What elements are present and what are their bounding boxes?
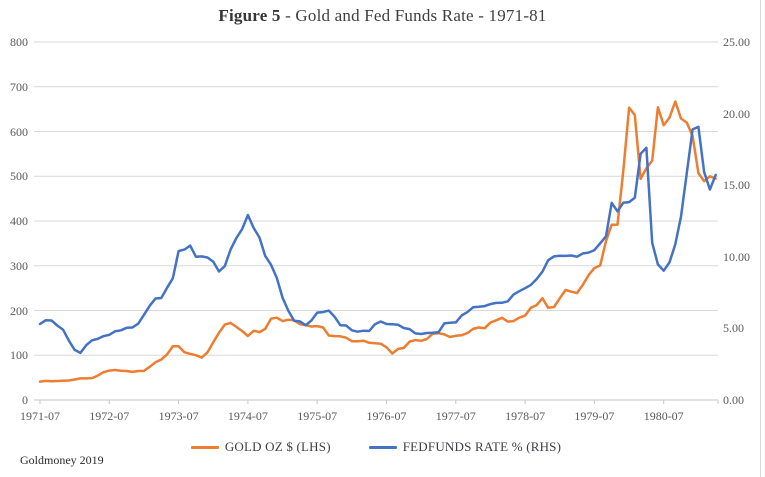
y-axis-left-tick-label: 400 xyxy=(10,214,28,228)
x-axis-tick-label: 1973-07 xyxy=(158,409,199,423)
y-axis-left-tick-label: 800 xyxy=(10,35,28,49)
y-axis-right-tick-label: 20.00 xyxy=(723,106,750,121)
legend-label-gold: GOLD OZ $ (LHS) xyxy=(224,439,331,454)
credit-text: Goldmoney 2019 xyxy=(20,453,104,467)
gold-series-swatch xyxy=(190,445,219,449)
x-axis-tick-label: 1974-07 xyxy=(227,409,268,423)
y-axis-left-tick-label: 500 xyxy=(10,169,28,184)
y-axis-left-tick-label: 600 xyxy=(10,124,28,139)
legend-item-gold: GOLD OZ $ (LHS) xyxy=(190,439,331,455)
y-axis-right-tick-label: 5.00 xyxy=(723,321,744,336)
y-axis-right-tick-label: 0.00 xyxy=(723,393,744,407)
figure-number-label: Figure 5 xyxy=(218,6,281,25)
y-axis-right-tick-label: 25.00 xyxy=(723,35,750,49)
chart-title: Figure 5 - Gold and Fed Funds Rate - 197… xyxy=(20,6,745,26)
fedfunds-line-series xyxy=(38,125,717,355)
gold-line-series xyxy=(38,100,717,383)
legend: GOLD OZ $ (LHS) FEDFUNDS RATE % (RHS) xyxy=(34,439,718,455)
fedfunds-series-swatch xyxy=(368,445,397,449)
y-axis-left-tick-label: 0 xyxy=(22,393,28,407)
page-edge-line xyxy=(760,0,761,477)
y-axis-right-tick-label: 10.00 xyxy=(723,249,750,264)
y-axis-left-tick-label: 200 xyxy=(10,303,28,318)
legend-label-fedfunds: FEDFUNDS RATE % (RHS) xyxy=(402,439,562,454)
x-axis-tick-label: 1977-07 xyxy=(435,409,476,423)
y-axis-left-tick-label: 300 xyxy=(10,258,28,273)
x-axis-tick-label: 1978-07 xyxy=(505,409,546,423)
x-axis-tick-label: 1975-07 xyxy=(297,409,338,423)
x-axis-tick-label: 1979-07 xyxy=(574,409,615,423)
y-axis-left-tick-label: 700 xyxy=(10,79,28,94)
x-axis-tick-label: 1972-07 xyxy=(89,409,130,423)
y-axis-right-tick-label: 15.00 xyxy=(723,178,750,193)
x-axis-tick-label: 1976-07 xyxy=(366,409,407,423)
chart-title-text: - Gold and Fed Funds Rate - 1971-81 xyxy=(280,6,547,25)
y-axis-left-tick-label: 100 xyxy=(10,348,28,363)
x-axis-tick-label: 1971-07 xyxy=(20,409,60,423)
x-axis-tick-label: 1980-07 xyxy=(643,409,684,423)
legend-item-fedfunds: FEDFUNDS RATE % (RHS) xyxy=(368,439,562,455)
